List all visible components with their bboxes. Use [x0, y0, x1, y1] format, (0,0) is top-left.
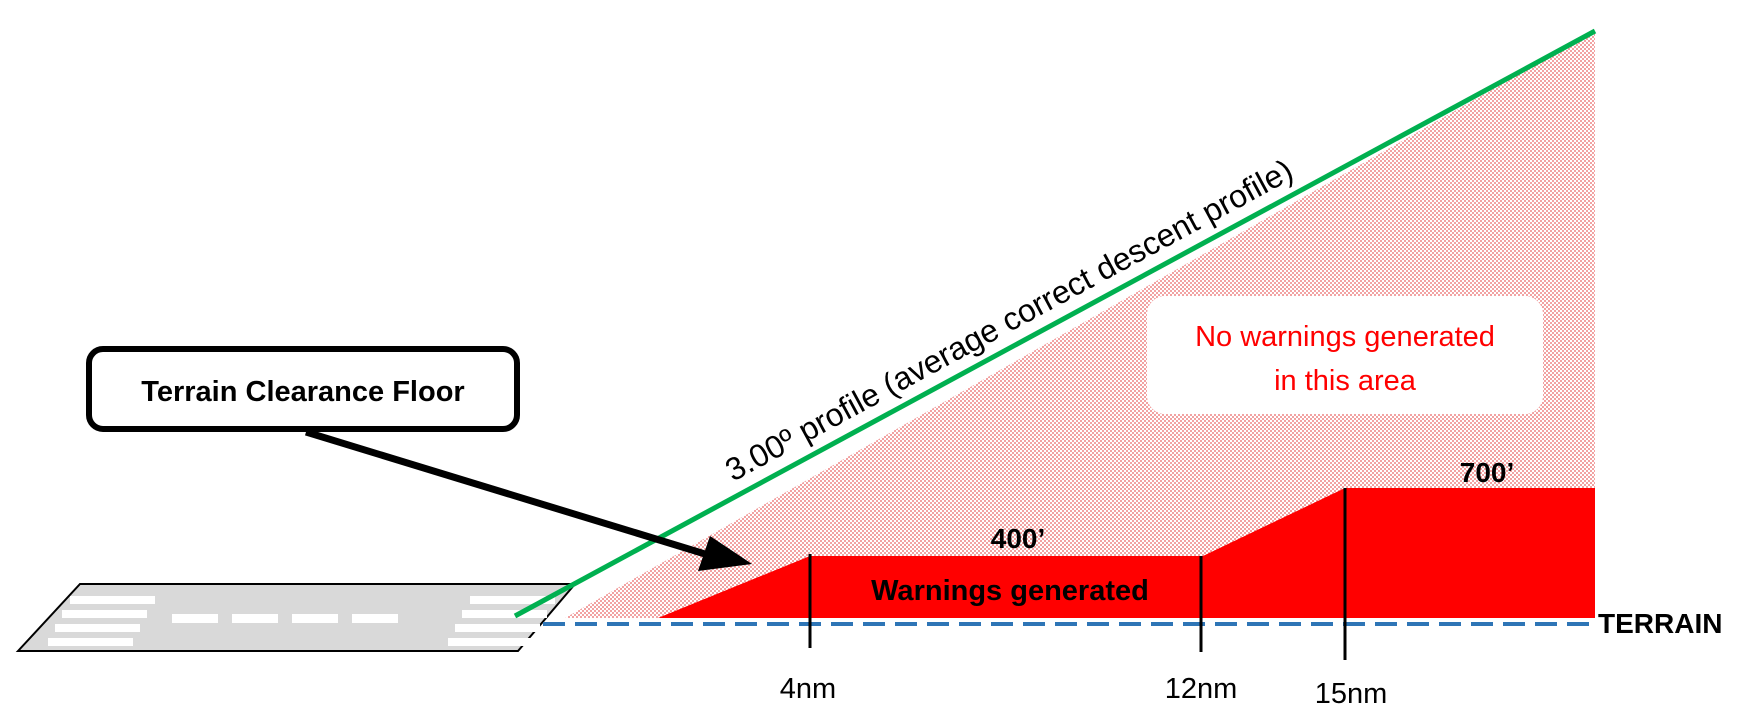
no-warnings-line2: in this area — [1274, 365, 1417, 397]
callout-box — [86, 346, 520, 432]
distance-label-15nm: 15nm — [1315, 678, 1388, 710]
runway-markings — [48, 596, 555, 646]
profile-line — [513, 28, 1597, 619]
no-warnings-line1: No warnings generated — [1195, 321, 1495, 353]
warning-region — [658, 488, 1595, 618]
callout-arrow — [304, 428, 752, 571]
terrain-label: TERRAIN — [1598, 608, 1722, 639]
no-warnings-box — [1147, 296, 1543, 414]
distance-label-12nm: 12nm — [1165, 673, 1238, 705]
no-warning-region — [565, 31, 1595, 618]
altitude-label-700: 700’ — [1460, 457, 1515, 488]
warnings-generated-label: Warnings generated — [871, 575, 1149, 607]
callout-label: Terrain Clearance Floor — [141, 376, 464, 408]
distance-label-4nm: 4nm — [780, 673, 836, 705]
altitude-label-400: 400’ — [991, 523, 1046, 554]
